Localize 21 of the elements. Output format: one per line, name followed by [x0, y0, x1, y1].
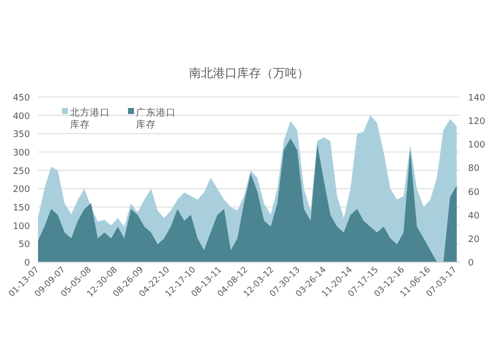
- y-tick-label: 0: [24, 258, 30, 268]
- y2-tick-label: 0: [468, 258, 474, 268]
- y2-tick-label: 120: [468, 117, 486, 128]
- y2-tick-label: 40: [468, 211, 480, 222]
- y-tick-label: 100: [12, 222, 30, 232]
- chart-title: 南北港口库存（万吨）: [189, 66, 309, 80]
- y2-tick-label: 20: [468, 234, 480, 245]
- y2-tick-label: 80: [468, 164, 480, 174]
- legend-label: 北方港口库存: [70, 106, 110, 130]
- y-tick-label: 350: [12, 130, 30, 140]
- y-tick-label: 200: [12, 185, 30, 196]
- y-tick-label: 50: [18, 240, 30, 250]
- y2-tick-label: 100: [468, 140, 486, 151]
- y2-tick-label: 60: [468, 188, 480, 198]
- y-tick-label: 450: [12, 94, 30, 104]
- y2-tick-label: 140: [468, 94, 486, 104]
- y-tick-label: 300: [12, 148, 30, 158]
- legend-label: 广东港口库存: [136, 106, 176, 130]
- y-tick-label: 400: [12, 112, 30, 122]
- y-tick-label: 250: [12, 166, 30, 177]
- y-tick-label: 150: [12, 204, 30, 214]
